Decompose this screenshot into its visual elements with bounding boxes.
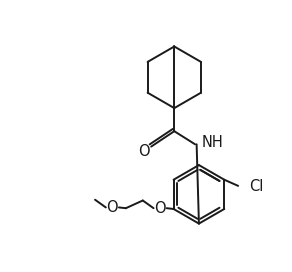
Text: Cl: Cl: [249, 179, 263, 194]
Text: O: O: [106, 200, 118, 215]
Text: O: O: [138, 144, 149, 159]
Text: O: O: [154, 201, 166, 216]
Text: NH: NH: [201, 135, 223, 150]
